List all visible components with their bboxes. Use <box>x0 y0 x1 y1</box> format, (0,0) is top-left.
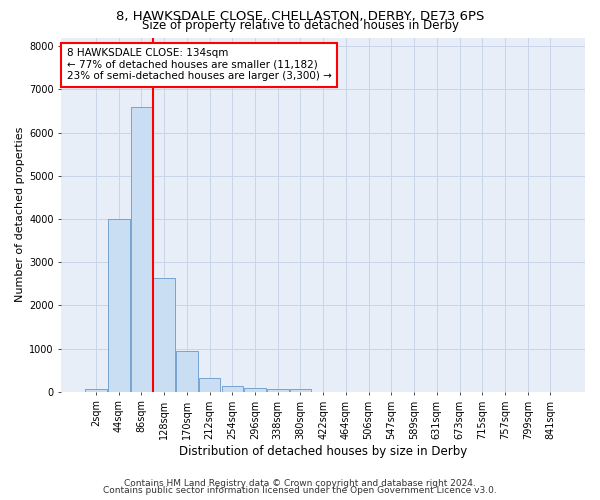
Bar <box>267 389 289 392</box>
Text: Contains public sector information licensed under the Open Government Licence v3: Contains public sector information licen… <box>103 486 497 495</box>
Bar <box>85 389 107 392</box>
Text: 8 HAWKSDALE CLOSE: 134sqm
← 77% of detached houses are smaller (11,182)
23% of s: 8 HAWKSDALE CLOSE: 134sqm ← 77% of detac… <box>67 48 332 82</box>
Bar <box>154 278 175 392</box>
Text: Size of property relative to detached houses in Derby: Size of property relative to detached ho… <box>142 18 458 32</box>
Bar <box>221 386 243 392</box>
Text: 8, HAWKSDALE CLOSE, CHELLASTON, DERBY, DE73 6PS: 8, HAWKSDALE CLOSE, CHELLASTON, DERBY, D… <box>116 10 484 23</box>
Bar <box>199 378 220 392</box>
X-axis label: Distribution of detached houses by size in Derby: Distribution of detached houses by size … <box>179 444 467 458</box>
Bar <box>131 106 152 392</box>
Bar <box>244 388 266 392</box>
Bar <box>290 389 311 392</box>
Bar <box>176 351 197 392</box>
Bar <box>108 219 130 392</box>
Y-axis label: Number of detached properties: Number of detached properties <box>15 127 25 302</box>
Text: Contains HM Land Registry data © Crown copyright and database right 2024.: Contains HM Land Registry data © Crown c… <box>124 478 476 488</box>
